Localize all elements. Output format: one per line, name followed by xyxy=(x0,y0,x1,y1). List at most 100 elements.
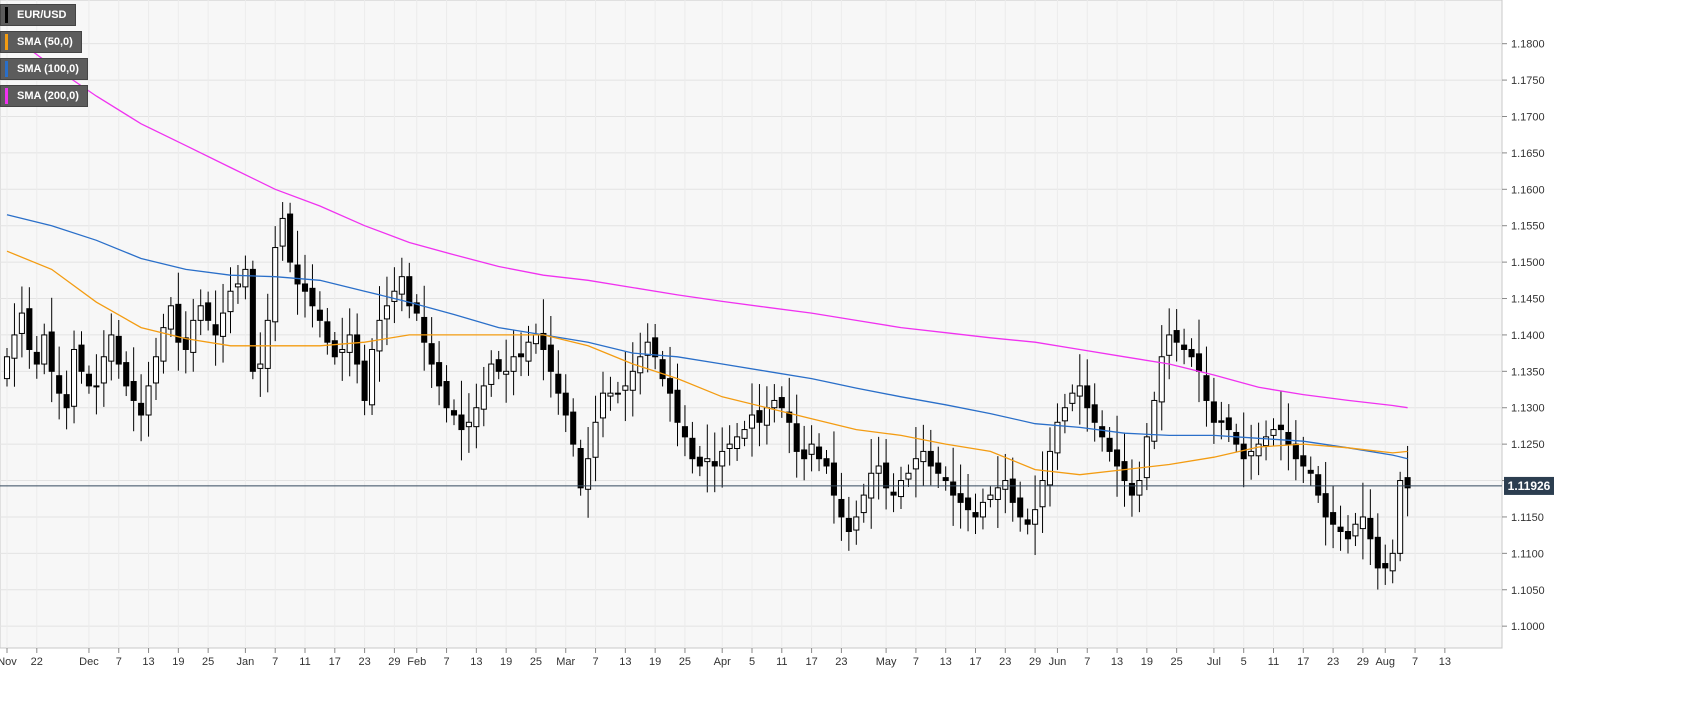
x-tick-label: 23 xyxy=(999,656,1011,668)
candle xyxy=(1277,390,1284,461)
candle xyxy=(547,315,554,398)
candle-body xyxy=(480,385,487,410)
candle-body xyxy=(674,389,681,423)
y-tick-label: 1.1400 xyxy=(1511,330,1545,342)
candle xyxy=(979,488,986,530)
candle-body xyxy=(354,334,361,365)
legend-item-sma100[interactable]: SMA (100,0) xyxy=(0,58,88,80)
x-tick-label: 11 xyxy=(1268,656,1279,668)
candle xyxy=(63,370,70,430)
candle-body xyxy=(301,283,309,292)
candle xyxy=(503,339,510,403)
x-tick-label: 25 xyxy=(530,656,542,668)
y-tick-label: 1.1300 xyxy=(1511,403,1545,415)
candle-body xyxy=(614,392,621,395)
candle xyxy=(227,267,234,334)
candle-body xyxy=(816,446,823,460)
candle xyxy=(369,338,376,415)
candle-body xyxy=(987,494,994,500)
candle-body xyxy=(324,321,331,343)
candle xyxy=(629,342,636,417)
candle xyxy=(473,383,480,449)
candle-body xyxy=(741,429,748,439)
candle-body xyxy=(1374,536,1381,569)
candle xyxy=(1218,401,1225,440)
candle-body xyxy=(1114,449,1121,467)
candle-body xyxy=(942,477,949,482)
x-tick-label: 19 xyxy=(172,656,184,668)
y-tick-label: 1.1250 xyxy=(1511,439,1545,451)
candle-body xyxy=(1054,421,1061,454)
x-tick-label: 7 xyxy=(1412,656,1418,668)
candle xyxy=(205,291,212,331)
legend: EUR/USD SMA (50,0) SMA (100,0) SMA (200,… xyxy=(0,4,88,112)
candle xyxy=(1054,403,1061,470)
candle xyxy=(786,377,793,454)
candle xyxy=(816,433,823,472)
candle-body xyxy=(704,458,711,463)
candle xyxy=(838,472,845,541)
candle-body xyxy=(436,362,443,387)
x-tick-label: 13 xyxy=(470,656,482,668)
x-tick-label: 7 xyxy=(1084,656,1090,668)
candle xyxy=(1263,420,1270,461)
candle-body xyxy=(890,491,897,496)
candle-body xyxy=(897,480,905,498)
candle-body xyxy=(771,399,778,409)
y-tick-label: 1.1450 xyxy=(1511,294,1545,306)
candle xyxy=(1285,403,1292,471)
candle-body xyxy=(234,283,241,288)
legend-label-sma100: SMA (100,0) xyxy=(17,63,79,75)
legend-item-eurusd[interactable]: EUR/USD xyxy=(0,4,76,26)
candle xyxy=(748,383,756,457)
y-tick-label: 1.1100 xyxy=(1511,548,1544,560)
candle-body xyxy=(220,312,227,337)
candle xyxy=(845,496,852,551)
candle xyxy=(1352,512,1359,547)
candle-body xyxy=(85,373,92,387)
candle xyxy=(987,486,994,508)
candle xyxy=(108,313,115,381)
candle xyxy=(242,255,249,300)
candle-body xyxy=(622,385,629,391)
sma100-line xyxy=(6,214,1408,460)
candle xyxy=(257,332,264,397)
candle-body xyxy=(1084,385,1091,409)
candle xyxy=(860,483,867,523)
candle xyxy=(510,330,517,396)
candle-body xyxy=(778,397,785,409)
candle-body xyxy=(1218,420,1225,423)
candle-body xyxy=(257,363,264,369)
candle xyxy=(793,394,800,478)
candle xyxy=(71,330,78,424)
y-tick-label: 1.1600 xyxy=(1511,184,1545,196)
candle-body xyxy=(689,437,696,460)
candle xyxy=(950,447,957,526)
x-tick-label: Jan xyxy=(237,656,255,668)
candle xyxy=(1084,359,1091,432)
candle-body xyxy=(711,461,718,467)
candle-body xyxy=(1277,424,1284,431)
candle-body xyxy=(41,334,48,365)
candle-body xyxy=(287,213,294,263)
x-tick-label: 25 xyxy=(1171,656,1183,668)
legend-item-sma50[interactable]: SMA (50,0) xyxy=(0,31,82,53)
legend-item-sma200[interactable]: SMA (200,0) xyxy=(0,85,88,107)
candle xyxy=(123,351,130,397)
x-tick-label: 19 xyxy=(649,656,661,668)
legend-swatch-sma200 xyxy=(5,88,8,104)
candle xyxy=(599,371,607,438)
candle-body xyxy=(592,421,599,458)
candle xyxy=(406,262,413,319)
candle-body xyxy=(1121,461,1128,482)
x-tick-label: 13 xyxy=(142,656,154,668)
candle-body xyxy=(1404,477,1411,489)
candle-body xyxy=(1002,480,1009,490)
candle-body xyxy=(115,335,122,365)
x-tick-label: 13 xyxy=(1111,656,1123,668)
candle-body xyxy=(629,370,636,391)
candle xyxy=(965,473,972,532)
x-tick-label: 29 xyxy=(1357,656,1369,668)
candle-body xyxy=(1292,443,1299,460)
candle-body xyxy=(264,319,271,369)
